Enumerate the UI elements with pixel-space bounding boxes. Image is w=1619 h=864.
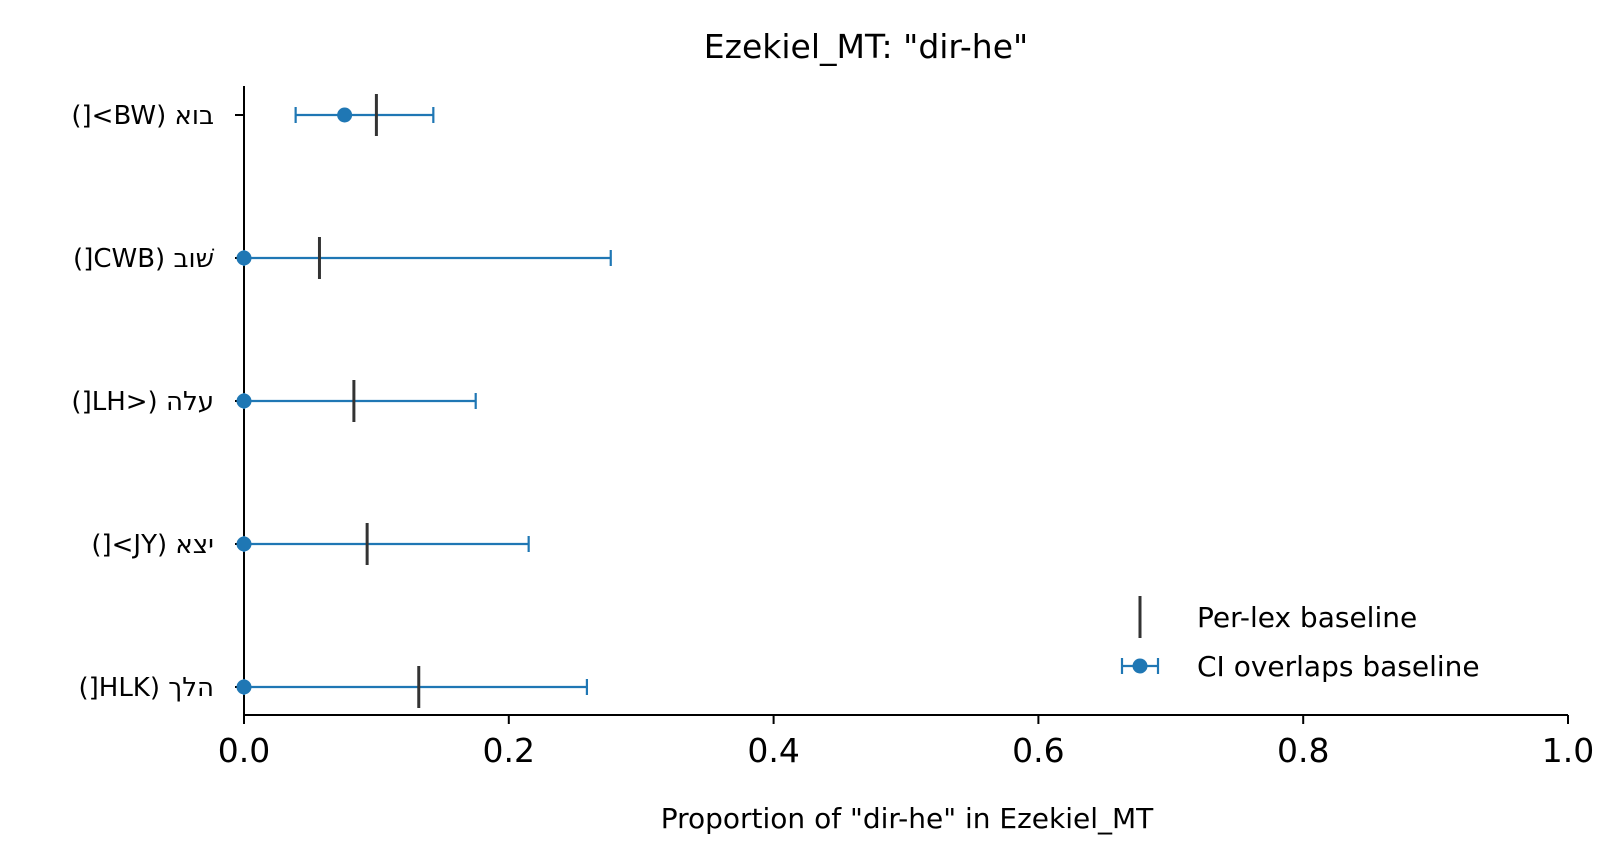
plot-area: 0.0 0.2 0.4 0.6 0.8 1.0 בוא (BW>[) שׁוב (CWB[) ע… [71,86,1594,770]
x-tick-label: 0.6 [1012,731,1064,770]
legend-label: Per-lex baseline [1197,601,1417,634]
y-tick-label: שׁוב (CWB[) [73,244,215,274]
legend-label: CI overlaps baseline [1197,650,1480,683]
ci-point [236,679,252,695]
ci-point [236,393,252,409]
x-tick-label: 0.2 [483,731,535,770]
ci-point [337,107,353,123]
x-tick-label: 0.0 [218,731,270,770]
x-axis-label: Proportion of "dir-he" in Ezekiel_MT [661,802,1154,835]
x-tick-label: 0.8 [1277,731,1329,770]
y-tick-label: הלך (HLK[) [78,673,214,703]
chart-title: Ezekiel_MT: "dir-he" [704,27,1028,66]
ci-point [236,536,252,552]
x-tick-label: 0.4 [747,731,799,770]
legend-ci-point [1132,658,1148,674]
legend: Per-lex baseline CI overlaps baseline [1120,596,1480,683]
y-tick-label: יצא (JY>[) [91,530,214,560]
ci-point [236,250,252,266]
y-tick-label: עלה (<LH[) [71,387,214,417]
x-tick-label: 1.0 [1542,731,1594,770]
y-tick-label: בוא (BW>[) [71,101,214,131]
